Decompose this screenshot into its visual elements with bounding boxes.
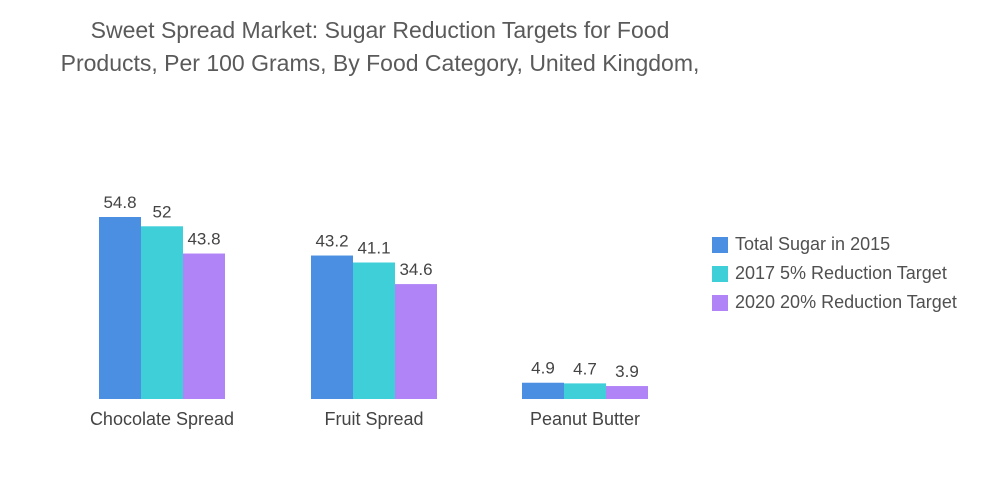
data-label: 41.1 <box>357 239 390 258</box>
legend-label: 2017 5% Reduction Target <box>735 263 947 283</box>
legend-swatch <box>712 265 728 282</box>
data-label: 4.9 <box>531 359 555 378</box>
legend-swatch <box>712 294 728 311</box>
category-label: Chocolate Spread <box>90 409 234 429</box>
legend-item-total-sugar-2015: Total Sugar in 2015 <box>712 230 957 259</box>
legend: Total Sugar in 2015 2017 5% Reduction Ta… <box>712 230 957 317</box>
bar-chocolate-spread-series-0 <box>99 217 141 399</box>
category-label: Fruit Spread <box>324 409 423 429</box>
legend-swatch <box>712 236 728 253</box>
bar-peanut-butter-series-1 <box>564 383 606 399</box>
data-label: 43.2 <box>315 232 348 251</box>
data-label: 4.7 <box>573 359 597 378</box>
category-label: Peanut Butter <box>530 409 640 429</box>
chart-title: Sweet Spread Market: Sugar Reduction Tar… <box>60 17 700 76</box>
bar-fruit-spread-series-2 <box>395 284 437 399</box>
bar-chocolate-spread-series-1 <box>141 226 183 399</box>
data-label: 52 <box>153 202 172 221</box>
data-label: 3.9 <box>615 362 639 381</box>
bar-fruit-spread-series-0 <box>311 255 353 399</box>
bar-fruit-spread-series-1 <box>353 262 395 399</box>
legend-item-2020-target: 2020 20% Reduction Target <box>712 288 957 317</box>
legend-label: 2020 20% Reduction Target <box>735 292 957 312</box>
data-label: 43.8 <box>187 230 220 249</box>
bar-peanut-butter-series-0 <box>522 382 564 399</box>
data-label: 34.6 <box>399 260 432 279</box>
legend-item-2017-target: 2017 5% Reduction Target <box>712 259 957 288</box>
data-label: 54.8 <box>103 193 136 212</box>
legend-label: Total Sugar in 2015 <box>735 234 891 254</box>
bar-peanut-butter-series-2 <box>606 386 648 399</box>
bar-chocolate-spread-series-2 <box>183 253 225 399</box>
